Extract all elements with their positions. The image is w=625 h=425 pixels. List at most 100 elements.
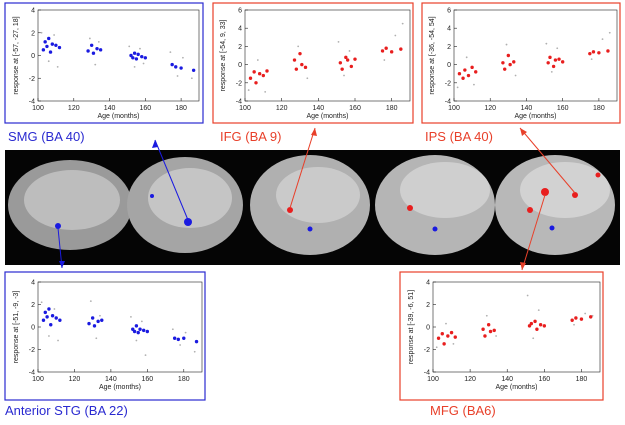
point <box>384 46 388 50</box>
background-point <box>47 60 50 63</box>
point <box>292 58 297 62</box>
point <box>254 81 258 85</box>
x-tick-label: 100 <box>32 376 44 383</box>
point <box>492 328 496 333</box>
background-point <box>140 320 143 323</box>
x-axis-label: Age (months) <box>306 113 348 120</box>
background-point <box>383 59 386 61</box>
plot-area <box>244 9 411 102</box>
x-axis-label: Age (months) <box>495 384 537 391</box>
point <box>535 327 539 331</box>
point <box>389 50 394 54</box>
point <box>488 329 493 334</box>
background-point <box>190 77 193 80</box>
point <box>54 316 58 320</box>
point <box>589 315 593 319</box>
point <box>294 67 299 71</box>
point <box>449 330 454 335</box>
point <box>265 69 269 73</box>
point <box>58 318 62 322</box>
point <box>54 43 58 47</box>
background-point <box>550 70 553 73</box>
point <box>179 66 183 70</box>
y-axis-label: response at [-57, -27, 18] <box>13 16 20 94</box>
point <box>136 52 140 57</box>
background-point <box>337 40 340 43</box>
x-tick-label: 180 <box>593 105 605 112</box>
x-tick-label: 180 <box>178 376 190 383</box>
point <box>512 60 516 64</box>
background-point <box>343 74 345 77</box>
x-tick-label: 140 <box>501 376 513 383</box>
point <box>172 336 177 340</box>
point <box>606 49 610 53</box>
background-point <box>601 38 604 41</box>
point <box>48 50 53 54</box>
point <box>43 40 47 44</box>
panel-title: SMG (BA 40) <box>8 129 85 144</box>
y-axis-label: response at [-39, -6, 51] <box>408 290 415 364</box>
panel-frame <box>4 2 204 124</box>
background-point <box>537 309 540 312</box>
point <box>141 328 146 333</box>
background-point <box>40 301 43 304</box>
y-tick-label: -2 <box>424 347 430 354</box>
point <box>338 61 343 65</box>
x-tick-label: 140 <box>105 376 117 383</box>
point <box>551 64 556 69</box>
point <box>474 70 478 74</box>
point <box>570 318 574 322</box>
y-tick-label: 0 <box>31 325 35 332</box>
background-point <box>445 322 447 325</box>
y-tick-label: 2 <box>31 30 35 37</box>
brain-strip <box>5 150 620 265</box>
background-point <box>505 43 508 46</box>
x-tick-label: 120 <box>464 376 476 383</box>
point <box>132 329 137 334</box>
point <box>132 51 137 55</box>
x-tick-label: 120 <box>484 105 496 112</box>
point <box>50 314 55 318</box>
point <box>87 321 91 326</box>
point <box>548 55 552 60</box>
x-tick-label: 100 <box>427 376 439 383</box>
arrows <box>57 127 576 271</box>
point <box>131 56 135 60</box>
background-point <box>545 42 548 45</box>
y-tick-label: -2 <box>29 76 35 83</box>
point <box>47 36 51 41</box>
point <box>436 336 441 340</box>
background-point <box>514 74 517 77</box>
point <box>574 316 578 320</box>
background-point <box>57 339 59 342</box>
background-point <box>532 337 535 340</box>
y-tick-label: 0 <box>238 62 242 69</box>
point <box>45 315 49 319</box>
point <box>533 319 537 324</box>
point <box>557 57 561 61</box>
point <box>470 65 474 70</box>
x-axis-label: Age (months) <box>97 113 139 120</box>
point <box>501 61 505 65</box>
point <box>140 54 144 59</box>
point <box>43 310 47 315</box>
background-point <box>465 56 468 59</box>
y-tick-label: 4 <box>31 280 35 287</box>
point <box>399 47 403 51</box>
background-point <box>169 51 172 53</box>
panel-frame <box>4 271 206 401</box>
x-tick-label: 180 <box>175 105 187 112</box>
background-point <box>401 22 404 25</box>
y-tick-label: 0 <box>31 53 35 60</box>
y-tick-label: 2 <box>447 44 451 51</box>
point <box>191 68 196 72</box>
panel-title: IPS (BA 40) <box>425 129 493 144</box>
point <box>446 334 450 338</box>
x-tick-label: 140 <box>521 105 533 112</box>
point <box>483 334 487 338</box>
point <box>298 51 302 56</box>
point <box>174 65 178 69</box>
y-tick-label: -2 <box>236 80 242 87</box>
point <box>100 318 104 322</box>
point <box>91 51 96 55</box>
